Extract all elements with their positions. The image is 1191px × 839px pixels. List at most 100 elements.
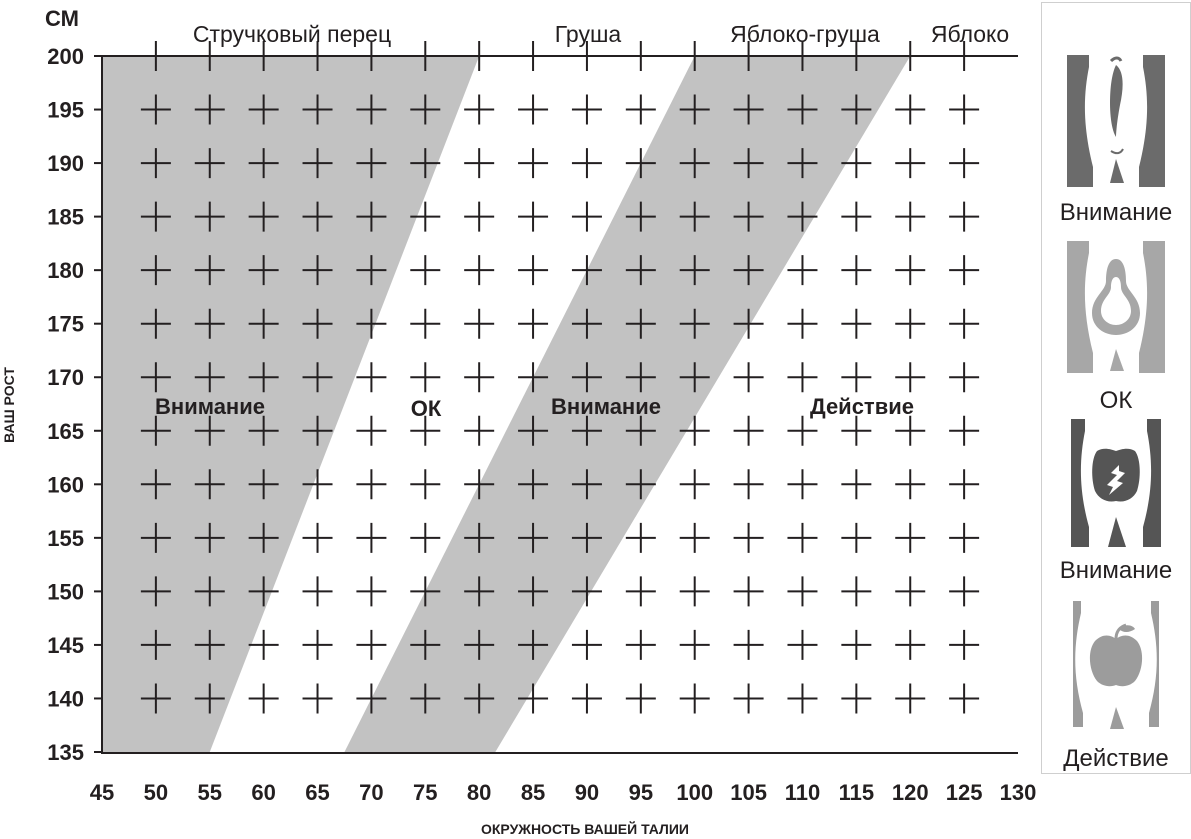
grid-cross [895, 148, 926, 179]
grid-cross [194, 522, 225, 553]
grid-cross [194, 415, 225, 446]
grid-cross [194, 469, 225, 500]
grid-cross [895, 683, 926, 714]
grid-cross [194, 201, 225, 232]
grid-cross [787, 148, 818, 179]
grid-cross [625, 522, 656, 553]
grid-cross [464, 469, 495, 500]
grid-cross [571, 201, 602, 232]
grid-cross [571, 522, 602, 553]
grid-cross [518, 629, 549, 660]
grid-cross [679, 415, 710, 446]
grid-cross [248, 94, 279, 125]
y-tick-label: 180 [47, 258, 84, 283]
grid-cross [302, 522, 333, 553]
grid-cross [787, 308, 818, 339]
grid-cross [949, 362, 980, 393]
grid-cross [787, 415, 818, 446]
grid-cross [140, 362, 171, 393]
grid-cross [787, 576, 818, 607]
grid-cross [625, 94, 656, 125]
grid-cross [140, 629, 171, 660]
shaded-band-3 [344, 56, 911, 752]
grid-cross [571, 308, 602, 339]
grid-cross [949, 94, 980, 125]
grid-cross [518, 415, 549, 446]
x-axis-title: ОКРУЖНОСТЬ ВАШЕЙ ТАЛИИ [481, 820, 689, 837]
grid-cross [518, 469, 549, 500]
top-label: Стручковый перец [193, 21, 391, 47]
grid-cross [464, 629, 495, 660]
y-axis-title: ВАШ РОСТ [1, 367, 17, 443]
x-tick-label: 90 [575, 780, 599, 805]
grid-cross [949, 576, 980, 607]
grid-cross [571, 362, 602, 393]
grid-cross [410, 255, 441, 286]
grid-cross [571, 94, 602, 125]
grid-cross [194, 629, 225, 660]
grid-cross [140, 683, 171, 714]
grid-cross [733, 415, 764, 446]
grid-cross [733, 576, 764, 607]
x-tick-label: 125 [946, 780, 983, 805]
x-tick-label: 50 [144, 780, 168, 805]
grid-cross [464, 522, 495, 553]
grid-cross [410, 629, 441, 660]
grid-cross [625, 469, 656, 500]
grid-cross [194, 576, 225, 607]
grid-cross [679, 576, 710, 607]
y-tick-label: 155 [47, 526, 84, 551]
grid-cross [841, 576, 872, 607]
grid-cross [194, 362, 225, 393]
grid-cross [518, 362, 549, 393]
grid-cross [841, 308, 872, 339]
grid-cross [949, 522, 980, 553]
grid-cross [841, 469, 872, 500]
top-label: Груша [555, 21, 622, 47]
grid-cross [194, 308, 225, 339]
grid-cross [625, 683, 656, 714]
y-tick-label: 165 [47, 419, 84, 444]
grid-cross [949, 148, 980, 179]
grid-cross [571, 148, 602, 179]
x-tick-label: 85 [521, 780, 545, 805]
grid-cross [949, 308, 980, 339]
top-label: Яблоко [931, 21, 1009, 47]
grid-cross [571, 683, 602, 714]
y-tick-label: 195 [47, 98, 84, 123]
y-tick-label: 190 [47, 151, 84, 176]
grid-cross [949, 415, 980, 446]
grid-cross [841, 522, 872, 553]
x-tick-label: 105 [730, 780, 767, 805]
grid-cross [302, 201, 333, 232]
zone-label: ОК [411, 396, 442, 421]
grid-cross [571, 469, 602, 500]
grid-cross [410, 522, 441, 553]
grid-cross [140, 308, 171, 339]
grid-cross [356, 201, 387, 232]
grid-cross [194, 255, 225, 286]
pear-silhouette-icon [1067, 241, 1165, 373]
grid-cross [949, 683, 980, 714]
grid-cross [787, 201, 818, 232]
grid-cross [787, 255, 818, 286]
grid-cross [841, 255, 872, 286]
grid-cross [733, 629, 764, 660]
grid-cross [895, 469, 926, 500]
y-tick-label: 170 [47, 365, 84, 390]
grid-cross [410, 683, 441, 714]
grid-cross [410, 415, 441, 446]
grid-cross [787, 469, 818, 500]
legend-item-apple [1042, 595, 1190, 740]
grid-cross [949, 469, 980, 500]
grid-cross [679, 683, 710, 714]
grid-cross [356, 94, 387, 125]
x-tick-label: 65 [305, 780, 329, 805]
grid-cross [841, 415, 872, 446]
grid-cross [518, 683, 549, 714]
grid-cross [356, 148, 387, 179]
grid-cross [248, 362, 279, 393]
grid-cross [733, 469, 764, 500]
grid-cross [140, 148, 171, 179]
zone-label: Действие [810, 394, 914, 419]
